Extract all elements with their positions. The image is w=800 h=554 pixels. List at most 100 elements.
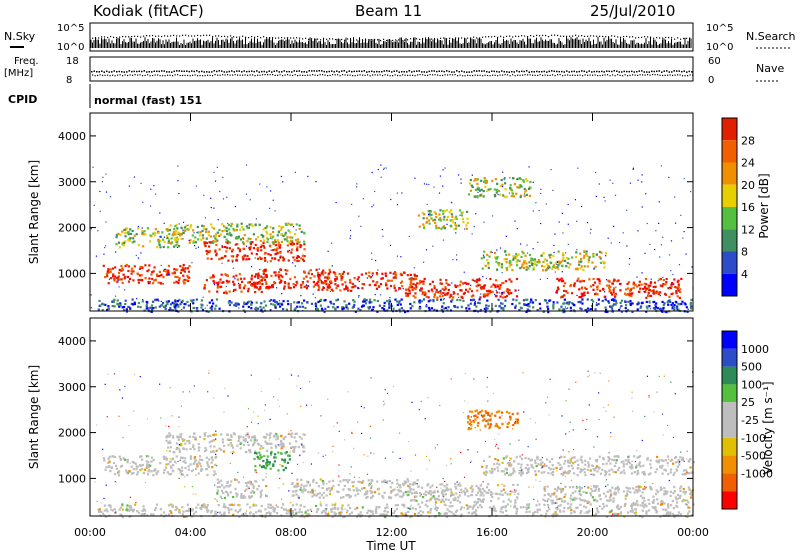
freq-point <box>153 70 155 72</box>
noise-search-point <box>539 35 541 37</box>
echo-cell <box>168 232 171 236</box>
echo-cell <box>351 203 353 205</box>
echo-cell <box>242 242 245 245</box>
echo-cell <box>448 296 451 299</box>
echo-cell <box>523 303 526 306</box>
echo-cell <box>106 308 109 312</box>
echo-cell <box>234 509 237 512</box>
echo-cell <box>472 294 475 297</box>
echo-cell <box>118 246 121 249</box>
echo-cell <box>361 506 364 509</box>
echo-cell <box>559 278 562 281</box>
echo-cell <box>452 296 455 299</box>
echo-cell <box>183 278 186 281</box>
freq-point <box>133 70 135 73</box>
noise-search-point <box>350 39 352 41</box>
freq-point <box>478 70 480 72</box>
echo-cell <box>176 243 179 246</box>
freq-point <box>356 70 358 73</box>
echo-cell <box>629 258 631 260</box>
echo-cell <box>505 268 509 271</box>
echo-cell <box>292 262 294 264</box>
noise-search-point <box>605 36 607 38</box>
echo-cell <box>645 296 648 299</box>
echo-cell <box>214 250 217 253</box>
echo-cell <box>371 258 373 261</box>
echo-cell <box>248 300 251 303</box>
echo-cell <box>206 464 210 467</box>
echo-cell <box>329 290 332 293</box>
echo-cell <box>348 496 351 499</box>
echo-cell <box>348 512 351 516</box>
noise-search-point <box>155 35 157 37</box>
echo-cell <box>235 255 239 258</box>
echo-cell <box>515 264 519 267</box>
echo-cell <box>265 275 268 279</box>
echo-cell <box>220 433 223 436</box>
echo-cell <box>501 302 504 305</box>
echo-cell <box>398 300 401 303</box>
echo-cell <box>341 504 344 507</box>
echo-cell <box>180 268 183 272</box>
freq-point <box>643 71 645 73</box>
nave-point <box>102 74 104 77</box>
echo-cell <box>502 307 505 310</box>
echo-cell <box>369 276 373 279</box>
echo-cell <box>324 511 327 514</box>
echo-cell <box>169 446 173 449</box>
echo-cell <box>274 446 278 449</box>
echo-cell <box>367 306 370 309</box>
noise-search-point <box>392 39 394 42</box>
echo-cell <box>215 298 219 301</box>
echo-cell <box>180 443 183 446</box>
echo-cell <box>259 447 262 450</box>
echo-cell <box>209 276 212 279</box>
noise-search-point <box>482 36 484 38</box>
echo-cell <box>563 298 566 301</box>
echo-cell <box>436 506 439 510</box>
echo-cell <box>265 495 268 498</box>
echo-cell <box>262 436 266 439</box>
echo-cell <box>576 268 579 271</box>
echo-cell <box>259 495 262 498</box>
freq-point <box>606 70 608 72</box>
echo-cell <box>566 261 569 265</box>
noise-search-point <box>152 34 154 37</box>
echo-cell <box>400 307 404 310</box>
echo-cell <box>213 227 216 230</box>
echo-cell <box>150 235 153 238</box>
echo-cell <box>641 515 644 519</box>
freq-point <box>196 70 198 72</box>
echo-cell <box>301 280 305 284</box>
echo-cell <box>676 287 679 290</box>
echo-cell <box>478 189 482 192</box>
echo-cell <box>618 308 621 312</box>
freq-point <box>303 70 305 73</box>
echo-cell <box>299 305 302 308</box>
echo-cell <box>546 503 550 507</box>
noise-search-point <box>638 36 640 39</box>
echo-cell <box>375 281 378 284</box>
echo-cell <box>487 263 490 266</box>
echo-cell <box>203 450 207 453</box>
echo-cell <box>453 292 456 295</box>
echo-cell <box>563 294 566 297</box>
echo-cell <box>169 472 172 476</box>
echo-cell <box>213 207 215 209</box>
echo-cell <box>580 265 583 268</box>
echo-cell <box>411 507 415 510</box>
echo-cell <box>170 237 173 240</box>
echo-cell <box>136 471 140 474</box>
noise-search-point <box>302 38 304 40</box>
echo-cell <box>539 278 541 280</box>
echo-cell <box>148 264 151 267</box>
echo-cell <box>260 466 264 469</box>
echo-cell <box>343 515 346 519</box>
echo-cell <box>265 285 269 289</box>
noise-search-point <box>176 35 178 37</box>
echo-cell <box>450 225 453 228</box>
echo-cell <box>107 282 110 285</box>
echo-cell <box>399 495 402 498</box>
echo-cell <box>383 167 385 169</box>
echo-cell <box>401 503 404 506</box>
